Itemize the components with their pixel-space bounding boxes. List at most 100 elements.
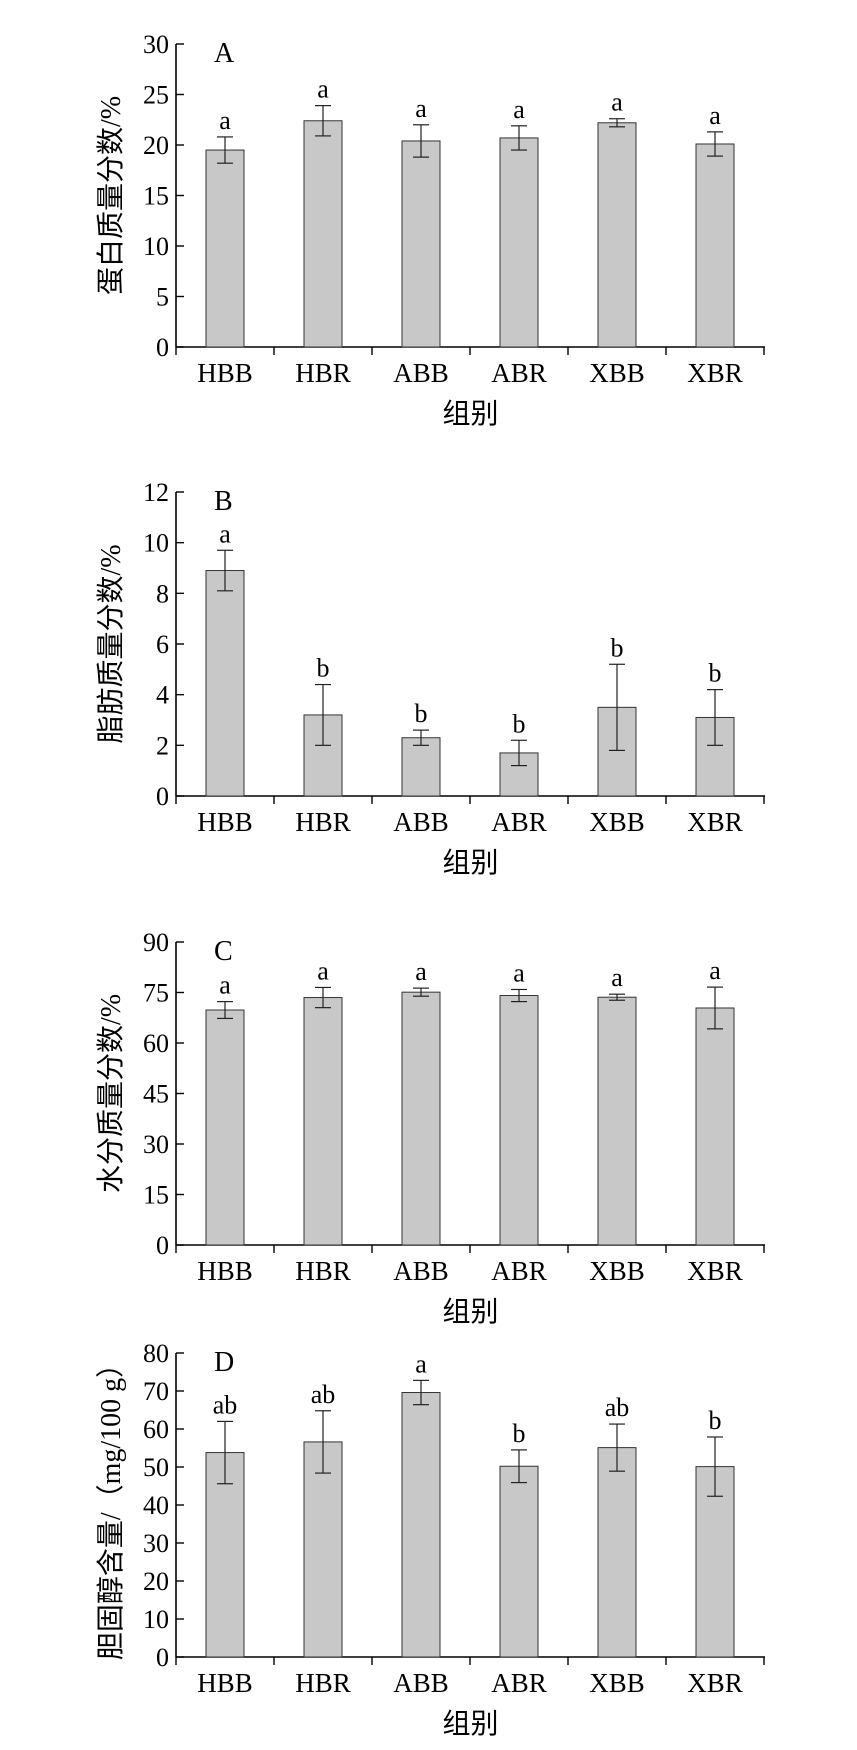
bar-xbr — [695, 1007, 735, 1246]
bar-abb — [401, 1392, 441, 1658]
x-tick-label: ABB — [393, 1256, 449, 1286]
significance-letter: a — [317, 75, 329, 104]
significance-letter: b — [317, 654, 330, 683]
x-tick-label: XBB — [589, 807, 645, 837]
y-axis-label: 胆固醇含量/（mg/100 g） — [95, 1350, 127, 1660]
significance-letter: a — [219, 971, 231, 1000]
bar-abr — [499, 137, 539, 348]
x-tick-label: XBB — [589, 358, 645, 388]
x-tick-label: ABB — [393, 807, 449, 837]
y-tick-label: 0 — [156, 1643, 169, 1672]
y-tick-label: 8 — [156, 579, 169, 608]
y-tick-label: 15 — [143, 182, 169, 211]
chart-panel-B: 0 2 4 6 8 10 12 a HBB b HBR b ABB b ABR b XBB b XBR 组别 脂肪质量分… — [95, 478, 765, 879]
chart-panel-C: 0 15 30 45 60 75 90 a HBB a HBR a ABB a ABR a XBB a XBR 组别 水… — [95, 928, 765, 1328]
panel-label: A — [214, 38, 235, 69]
significance-letter: a — [611, 88, 623, 117]
panel-label: C — [214, 936, 233, 967]
bar-hbr — [303, 997, 343, 1246]
x-tick-label: HBR — [295, 358, 351, 388]
significance-letter: ab — [605, 1393, 630, 1422]
bar-hbb — [205, 149, 245, 348]
x-tick-label: XBR — [687, 1668, 743, 1698]
y-tick-label: 40 — [143, 1491, 169, 1520]
y-axis-label: 蛋白质量分数/% — [95, 96, 127, 295]
y-tick-label: 0 — [156, 782, 169, 811]
bar-abb — [401, 991, 441, 1246]
x-tick-label: HBB — [197, 807, 253, 837]
y-tick-label: 60 — [143, 1029, 169, 1058]
y-tick-label: 10 — [143, 529, 169, 558]
x-axis-label: 组别 — [442, 1708, 498, 1740]
significance-letter: a — [513, 958, 525, 987]
y-tick-label: 20 — [143, 131, 169, 160]
y-tick-label: 60 — [143, 1415, 169, 1444]
x-tick-label: XBB — [589, 1668, 645, 1698]
significance-letter: a — [709, 956, 721, 985]
bar-hbr — [303, 1441, 343, 1658]
significance-letter: a — [709, 101, 721, 130]
x-tick-label: XBB — [589, 1256, 645, 1286]
significance-letter: a — [317, 956, 329, 985]
y-tick-label: 6 — [156, 630, 169, 659]
x-axis-label: 组别 — [442, 1296, 498, 1328]
chart-panel-A: 0 5 10 15 20 25 30 a HBB a HBR a ABB a ABR a XBB a XBR 组别 蛋白… — [95, 30, 765, 430]
x-axis-label: 组别 — [442, 847, 498, 879]
y-tick-label: 10 — [143, 232, 169, 261]
y-tick-label: 12 — [143, 478, 169, 507]
y-tick-label: 90 — [143, 928, 169, 957]
y-tick-label: 50 — [143, 1453, 169, 1482]
significance-letter: b — [611, 633, 624, 662]
y-tick-label: 45 — [143, 1080, 169, 1109]
significance-letter: a — [611, 963, 623, 992]
y-axis-label: 水分质量分数/% — [95, 994, 127, 1193]
significance-letter: b — [709, 1406, 722, 1435]
bar-abr — [499, 995, 539, 1246]
y-tick-label: 10 — [143, 1605, 169, 1634]
y-tick-label: 30 — [143, 1130, 169, 1159]
bar-hbb — [205, 1009, 245, 1246]
significance-letter: b — [415, 699, 428, 728]
bar-hbb — [205, 1452, 245, 1658]
x-tick-label: XBR — [687, 358, 743, 388]
bar-hbb — [205, 570, 245, 797]
significance-letter: a — [513, 95, 525, 124]
significance-letter: a — [415, 957, 427, 986]
y-tick-label: 0 — [156, 1231, 169, 1260]
y-tick-label: 0 — [156, 333, 169, 362]
y-tick-label: 80 — [143, 1339, 169, 1368]
significance-letter: b — [709, 659, 722, 688]
y-tick-label: 30 — [143, 30, 169, 59]
x-tick-label: ABR — [491, 1668, 547, 1698]
x-tick-label: ABB — [393, 1668, 449, 1698]
y-tick-label: 25 — [143, 81, 169, 110]
y-tick-label: 2 — [156, 731, 169, 760]
chart-panel-D: 0 10 20 30 40 50 60 70 80 ab HBB ab HBR a ABB b ABR ab XBB… — [95, 1339, 765, 1740]
x-tick-label: HBR — [295, 807, 351, 837]
x-tick-label: ABR — [491, 1256, 547, 1286]
x-tick-label: HBB — [197, 1256, 253, 1286]
significance-letter: b — [513, 1419, 526, 1448]
bar-xbb — [597, 1447, 637, 1658]
significance-letter: ab — [311, 1380, 336, 1409]
significance-letter: a — [219, 519, 231, 548]
x-tick-label: HBR — [295, 1668, 351, 1698]
x-axis-label: 组别 — [442, 398, 498, 430]
x-tick-label: ABR — [491, 358, 547, 388]
bar-abb — [401, 140, 441, 348]
y-tick-label: 30 — [143, 1529, 169, 1558]
x-tick-label: HBB — [197, 1668, 253, 1698]
significance-letter: a — [219, 106, 231, 135]
significance-letter: b — [513, 709, 526, 738]
x-tick-label: HBB — [197, 358, 253, 388]
x-tick-label: HBR — [295, 1256, 351, 1286]
y-tick-label: 70 — [143, 1377, 169, 1406]
y-tick-label: 20 — [143, 1567, 169, 1596]
bar-abr — [499, 1465, 539, 1658]
x-tick-label: XBR — [687, 807, 743, 837]
y-tick-label: 4 — [156, 681, 169, 710]
bar-abb — [401, 737, 441, 797]
significance-letter: a — [415, 1349, 427, 1378]
panel-label: D — [214, 1347, 234, 1378]
